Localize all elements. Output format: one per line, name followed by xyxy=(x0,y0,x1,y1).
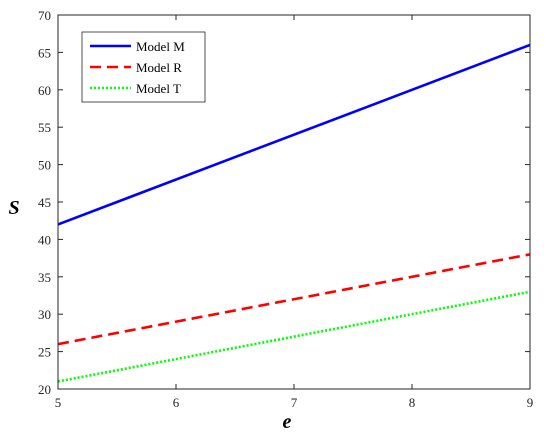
series-line-model-m xyxy=(57,43,531,226)
legend-label-model-t: Model T xyxy=(136,81,181,96)
x-tick-label: 7 xyxy=(291,395,298,410)
plot-frame xyxy=(57,14,531,390)
series-layer xyxy=(57,43,531,383)
y-tick-label: 70 xyxy=(38,8,51,23)
series-line-model-r xyxy=(57,253,531,346)
x-tick-label: 9 xyxy=(527,395,534,410)
tick-layer: 5 6 7 8 9 20 25 30 35 40 45 50 55 60 65 70 xyxy=(38,8,533,410)
y-tick-label: 30 xyxy=(38,307,51,322)
series-line-model-t xyxy=(57,290,531,383)
x-tick-label: 5 xyxy=(55,395,62,410)
legend-label-model-m: Model M xyxy=(136,39,185,54)
y-tick-label: 45 xyxy=(38,195,51,210)
y-tick-label: 20 xyxy=(38,382,51,397)
x-tick-label: 8 xyxy=(409,395,416,410)
y-axis-label: S xyxy=(8,197,19,219)
y-tick-label: 50 xyxy=(38,158,51,173)
x-axis-label: e xyxy=(283,411,292,433)
y-tick-label: 65 xyxy=(38,45,51,60)
legend-box xyxy=(81,31,206,103)
y-tick-label: 60 xyxy=(38,83,51,98)
x-tick-label: 6 xyxy=(173,395,180,410)
legend: Model M Model R Model T xyxy=(81,31,206,103)
y-tick-label: 35 xyxy=(38,270,51,285)
y-tick-label: 55 xyxy=(38,120,51,135)
y-tick-label: 25 xyxy=(38,345,51,360)
y-tick-label: 40 xyxy=(38,232,51,247)
legend-label-model-r: Model R xyxy=(136,60,182,75)
